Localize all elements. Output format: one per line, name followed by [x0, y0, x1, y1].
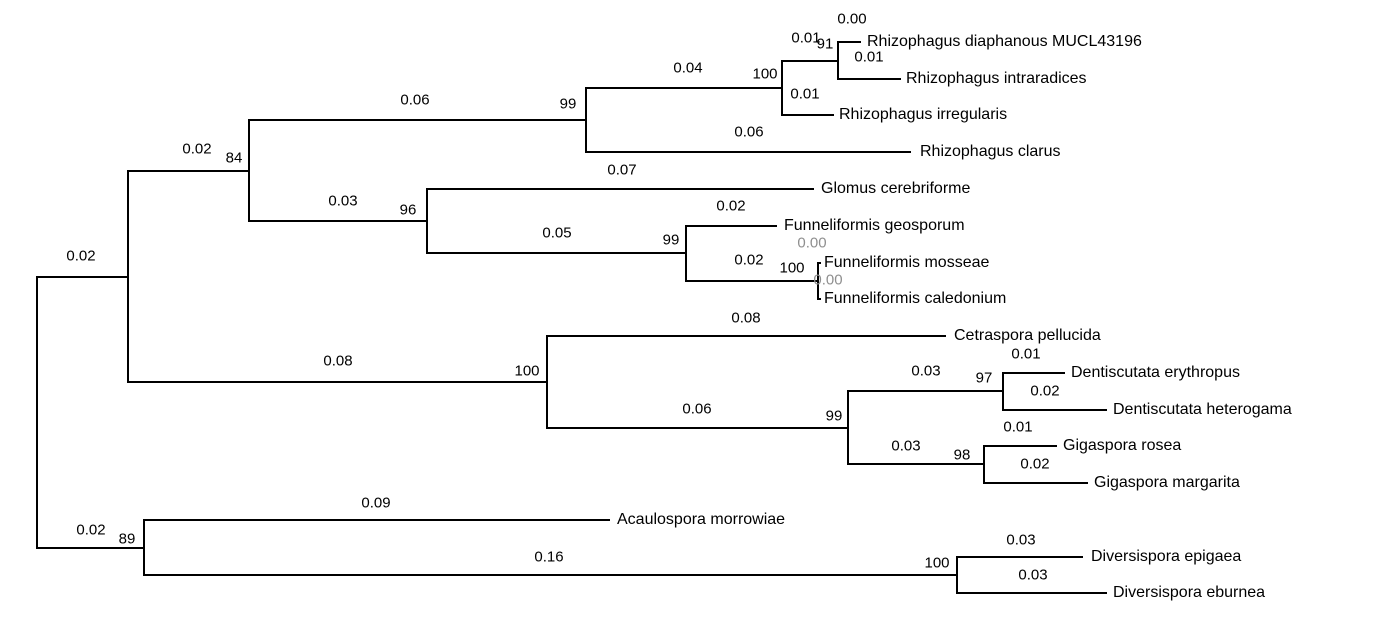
branch-length-gigaspora-clade: 0.03 — [891, 437, 921, 455]
branch-dentiscutata-gigaspora-clade — [546, 427, 848, 429]
branch-rhizophagus-clade — [248, 119, 586, 121]
support-glomus-funneliformis-clade: 96 — [399, 201, 417, 219]
taxon-label-funneliformis-caledonium: Funneliformis caledonium — [824, 290, 1007, 307]
branch-length-rhizophagus-intraradices: 0.01 — [854, 48, 884, 66]
branch-length-gigaspora-rosea: 0.01 — [1003, 418, 1033, 436]
branch-rhizophagus-clarus — [585, 151, 911, 153]
support-rhizophagus-core-clade: 100 — [752, 65, 778, 83]
branch-length-diversispora-eburnea: 0.03 — [1018, 566, 1048, 584]
support-root-lower-clade: 89 — [118, 530, 136, 548]
taxon-label-gigaspora-margarita: Gigaspora margarita — [1094, 474, 1240, 491]
support-gigaspora-clade: 98 — [953, 446, 971, 464]
taxon-label-rhizophagus-irregularis: Rhizophagus irregularis — [839, 106, 1008, 123]
support-gigasporaceae-clade: 100 — [514, 362, 540, 380]
branch-mosseae-caledonium-clade — [685, 280, 818, 282]
branch-length-diaphanous-intraradices-clade: 0.01 — [791, 29, 821, 47]
branch-funneliformis-mosseae — [817, 262, 821, 264]
branch-length-rhizophagus-diaphanous: 0.00 — [837, 10, 867, 28]
branch-root-upper-clade — [36, 276, 128, 278]
branch-length-dentiscutata-gigaspora-clade: 0.06 — [682, 400, 712, 418]
taxon-label-diversispora-epigaea: Diversispora epigaea — [1091, 548, 1242, 565]
branch-length-funneliformis-geosporum: 0.02 — [716, 197, 746, 215]
branch-dentiscutata-clade — [847, 390, 1003, 392]
branch-length-dentiscutata-heterogama: 0.02 — [1030, 382, 1060, 400]
support-diaphanous-intraradices-clade: 91 — [816, 35, 834, 53]
branch-gigasporaceae-clade — [127, 381, 547, 383]
node-connector-root — [36, 276, 38, 548]
branch-funneliformis-clade — [426, 252, 686, 254]
branch-length-mosseae-caledonium-clade: 0.02 — [734, 251, 764, 269]
branch-length-dentiscutata-clade: 0.03 — [911, 362, 941, 380]
branch-length-diversispora-clade: 0.16 — [534, 548, 564, 566]
branch-length-glomus-cerebriforme: 0.07 — [607, 161, 637, 179]
branch-gigaspora-rosea — [983, 445, 1057, 447]
branch-glomus-cerebriforme — [426, 188, 814, 190]
branch-glomeraceae-clade — [127, 170, 249, 172]
branch-cetraspora-pellucida — [546, 335, 946, 337]
branch-length-root-upper-clade: 0.02 — [66, 247, 96, 265]
branch-rhizophagus-core-clade — [585, 87, 782, 89]
taxon-label-rhizophagus-clarus: Rhizophagus clarus — [920, 143, 1061, 160]
branch-diversispora-eburnea — [956, 592, 1107, 594]
taxon-label-funneliformis-geosporum: Funneliformis geosporum — [784, 217, 965, 234]
branch-rhizophagus-intraradices — [837, 78, 901, 80]
taxon-label-rhizophagus-intraradices: Rhizophagus intraradices — [906, 70, 1087, 87]
branch-diversispora-epigaea — [956, 556, 1083, 558]
branch-length-funneliformis-mosseae: 0.00 — [797, 234, 827, 252]
branch-length-gigasporaceae-clade: 0.08 — [323, 352, 353, 370]
taxon-label-diversispora-eburnea: Diversispora eburnea — [1113, 584, 1266, 601]
support-diversispora-clade: 100 — [924, 554, 950, 572]
support-glomeraceae-clade: 84 — [225, 149, 243, 167]
taxon-label-glomus-cerebriforme: Glomus cerebriforme — [821, 180, 971, 197]
support-funneliformis-clade: 99 — [662, 231, 680, 249]
branch-length-rhizophagus-clarus: 0.06 — [734, 123, 764, 141]
branch-dentiscutata-heterogama — [1002, 409, 1107, 411]
taxon-label-cetraspora-pellucida: Cetraspora pellucida — [954, 327, 1101, 344]
branch-length-diversispora-epigaea: 0.03 — [1006, 531, 1036, 549]
branch-diversispora-clade — [143, 574, 957, 576]
support-dentiscutata-gigaspora-clade: 99 — [825, 407, 843, 425]
branch-length-rhizophagus-irregularis: 0.01 — [790, 85, 820, 103]
branch-length-glomus-funneliformis-clade: 0.03 — [328, 192, 358, 210]
branch-funneliformis-caledonium — [817, 298, 821, 300]
taxon-label-acaulospora-morrowiae: Acaulospora morrowiae — [617, 511, 786, 528]
branch-length-acaulospora-morrowiae: 0.09 — [361, 494, 391, 512]
branch-length-root-lower-clade: 0.02 — [76, 521, 106, 539]
branch-gigaspora-margarita — [983, 482, 1088, 484]
branch-length-cetraspora-pellucida: 0.08 — [731, 309, 761, 327]
support-mosseae-caledonium-clade: 100 — [779, 259, 805, 277]
branch-dentiscutata-erythropus — [1002, 372, 1065, 374]
branch-acaulospora-morrowiae — [143, 519, 610, 521]
branch-rhizophagus-irregularis — [781, 114, 834, 116]
branch-length-gigaspora-margarita: 0.02 — [1020, 455, 1050, 473]
branch-length-funneliformis-caledonium: 0.00 — [813, 271, 843, 289]
branch-rhizophagus-diaphanous — [837, 41, 861, 43]
branch-glomus-funneliformis-clade — [248, 220, 427, 222]
branch-length-glomeraceae-clade: 0.02 — [182, 140, 212, 158]
support-dentiscutata-clade: 97 — [975, 369, 993, 387]
taxon-label-dentiscutata-heterogama: Dentiscutata heterogama — [1113, 401, 1292, 418]
branch-root-lower-clade — [36, 547, 144, 549]
taxon-label-gigaspora-rosea: Gigaspora rosea — [1063, 437, 1182, 454]
support-rhizophagus-clade: 99 — [559, 95, 577, 113]
branch-diaphanous-intraradices-clade — [781, 60, 838, 62]
branch-funneliformis-geosporum — [685, 225, 777, 227]
taxon-label-funneliformis-mosseae: Funneliformis mosseae — [824, 254, 990, 271]
taxon-label-dentiscutata-erythropus: Dentiscutata erythropus — [1071, 364, 1240, 381]
branch-gigaspora-clade — [847, 463, 984, 465]
branch-length-rhizophagus-clade: 0.06 — [400, 91, 430, 109]
branch-length-funneliformis-clade: 0.05 — [542, 224, 572, 242]
branch-length-dentiscutata-erythropus: 0.01 — [1011, 345, 1041, 363]
taxon-label-rhizophagus-diaphanous: Rhizophagus diaphanous MUCL43196 — [867, 33, 1142, 50]
branch-length-rhizophagus-core-clade: 0.04 — [673, 59, 703, 77]
